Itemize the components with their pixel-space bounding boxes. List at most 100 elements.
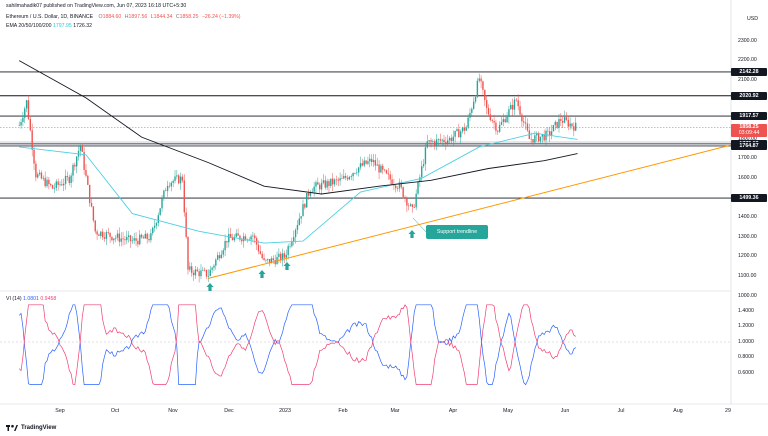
candle-body	[124, 239, 126, 241]
vi-label: VI (14)	[6, 296, 22, 302]
candle-body	[319, 184, 321, 190]
candle-body	[242, 236, 245, 242]
candle-body	[534, 135, 536, 143]
vi-legend[interactable]: VI (14) 1.0801 0.9458	[6, 296, 56, 302]
candle-body	[317, 182, 319, 185]
candle-body	[150, 233, 152, 241]
candle-body	[231, 237, 234, 241]
candle-body	[261, 253, 263, 259]
high-value: 1897.56	[128, 14, 148, 20]
candle-body	[554, 121, 556, 125]
change-value: −26.24 (−1.39%)	[201, 14, 241, 20]
candle-body	[163, 190, 165, 199]
candle-body	[478, 78, 480, 81]
candle-body	[129, 235, 132, 242]
candle-body	[459, 131, 462, 138]
candle-body	[153, 225, 156, 228]
candle-body	[88, 184, 91, 204]
candle-body	[356, 172, 358, 174]
candle-body	[107, 232, 109, 233]
candle-body	[395, 185, 397, 189]
vi-plus-line	[18, 304, 576, 386]
vi-axis-label: 0.6000	[738, 369, 754, 376]
candle-body	[458, 129, 460, 138]
candle-body	[350, 176, 352, 177]
candle-body	[419, 177, 421, 182]
candle-body	[510, 104, 512, 110]
candle-body	[574, 122, 577, 131]
candle-body	[402, 187, 404, 198]
price-axis-label: 1300.00	[738, 233, 757, 240]
candle-body	[445, 142, 447, 144]
candle-body	[159, 208, 161, 216]
candle-body	[293, 237, 295, 242]
candle-body	[142, 237, 145, 239]
candle-body	[465, 127, 467, 131]
vi-axis-label: 1.2000	[738, 323, 754, 329]
time-axis-label: 29	[725, 408, 731, 414]
ema200-line	[18, 60, 578, 195]
candle-body	[432, 141, 434, 142]
candle-body	[354, 173, 356, 174]
candle-body	[448, 137, 451, 141]
candle-body	[61, 184, 63, 186]
candle-body	[463, 127, 466, 131]
symbol-title[interactable]: Ethereum / U.S. Dollar, 1D, BINANCE	[6, 14, 94, 20]
candle-body	[523, 121, 525, 123]
candle-body	[408, 205, 410, 207]
candle-body	[185, 212, 187, 237]
price-axis-label: 1000.00	[738, 292, 757, 299]
candle-body	[502, 119, 505, 122]
candle-body	[148, 239, 150, 241]
candle-body	[81, 145, 83, 152]
candle-body	[51, 185, 54, 189]
close-label: C	[175, 14, 180, 20]
candle-body	[294, 229, 297, 238]
candle-body	[497, 130, 499, 132]
candle-body	[398, 182, 401, 189]
candle-body	[216, 255, 219, 260]
candle-body	[498, 124, 501, 132]
candle-body	[441, 139, 443, 141]
candle-body	[404, 197, 406, 199]
vi-minus-value: 0.9458	[40, 296, 57, 302]
candle-body	[330, 178, 332, 186]
ema-legend[interactable]: EMA 20/50/100/200 1797.95 1726.32	[6, 23, 92, 29]
candle-body	[515, 99, 518, 101]
candle-body	[42, 177, 45, 179]
candle-body	[446, 140, 449, 144]
price-tag: 1499.36	[731, 194, 767, 203]
symbol-line: Ethereum / U.S. Dollar, 1D, BINANCE O188…	[6, 14, 240, 20]
candle-body	[482, 81, 484, 90]
candle-body	[489, 114, 492, 121]
candle-body	[272, 258, 275, 261]
candle-body	[469, 112, 471, 118]
candle-body	[18, 125, 20, 126]
price-axis-label: 1600.00	[738, 174, 757, 181]
candle-body	[359, 163, 362, 168]
candle-body	[500, 121, 503, 125]
candle-body	[205, 269, 208, 277]
currency-label: USD	[747, 16, 758, 22]
candle-body	[547, 130, 549, 132]
candle-body	[103, 237, 106, 239]
candle-body	[278, 253, 280, 257]
candle-body	[439, 139, 441, 141]
candle-body	[48, 179, 50, 185]
candle-body	[152, 227, 154, 234]
candle-body	[29, 118, 32, 131]
candle-body	[567, 119, 569, 127]
candle-body	[383, 169, 386, 171]
candle-body	[137, 240, 139, 245]
candle-body	[524, 122, 527, 124]
candle-body	[226, 240, 228, 243]
candle-body	[452, 136, 454, 141]
low-value: 1844.34	[153, 14, 173, 20]
candle-body	[435, 139, 438, 146]
candle-body	[155, 222, 158, 226]
candle-body	[146, 233, 148, 240]
vi-axis-label: 1.0000	[738, 338, 754, 345]
candle-body	[126, 236, 128, 241]
candle-body	[165, 190, 167, 192]
